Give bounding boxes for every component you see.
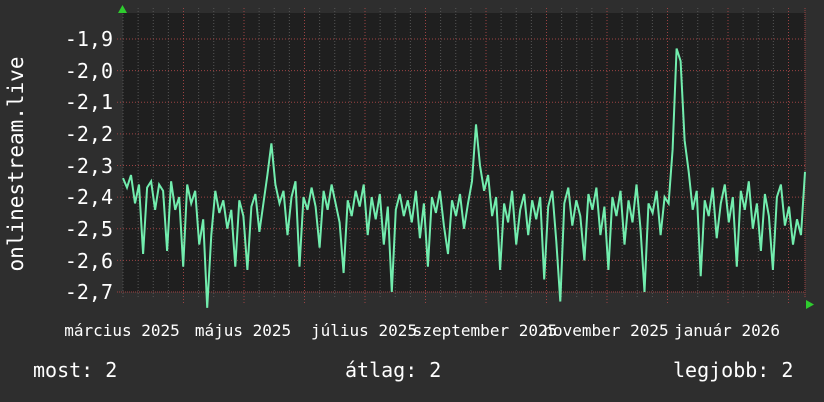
y-tick-label: -2,0 xyxy=(64,59,113,83)
x-axis-arrow-icon xyxy=(806,300,814,309)
data-series-line xyxy=(122,48,806,308)
y-tick-label: -2,2 xyxy=(64,122,113,146)
y-tick-label: -2,5 xyxy=(64,217,113,241)
x-tick-label: július 2025 xyxy=(311,321,417,340)
stat-legjobb: legjobb: 2 xyxy=(673,358,794,382)
y-tick-label: -2,7 xyxy=(64,280,113,304)
y-tick-label: -2,4 xyxy=(64,185,113,209)
y-tick-label: -2,6 xyxy=(64,249,113,273)
x-tick-label: november 2025 xyxy=(543,321,669,340)
y-axis-arrow-icon xyxy=(118,5,127,13)
grid xyxy=(117,8,806,304)
x-tick-label: május 2025 xyxy=(194,321,292,340)
y-tick-label: -2,3 xyxy=(64,154,113,178)
stat-most: most: 2 xyxy=(33,358,118,382)
x-tick-label: szeptember 2025 xyxy=(412,321,558,340)
x-tick-label: január 2026 xyxy=(674,321,780,340)
y-tick-label: -2,1 xyxy=(64,90,113,114)
x-tick-label: március 2025 xyxy=(64,321,180,340)
stat-atlag: átlag: 2 xyxy=(345,358,442,382)
y-tick-label: -1,9 xyxy=(64,27,113,51)
